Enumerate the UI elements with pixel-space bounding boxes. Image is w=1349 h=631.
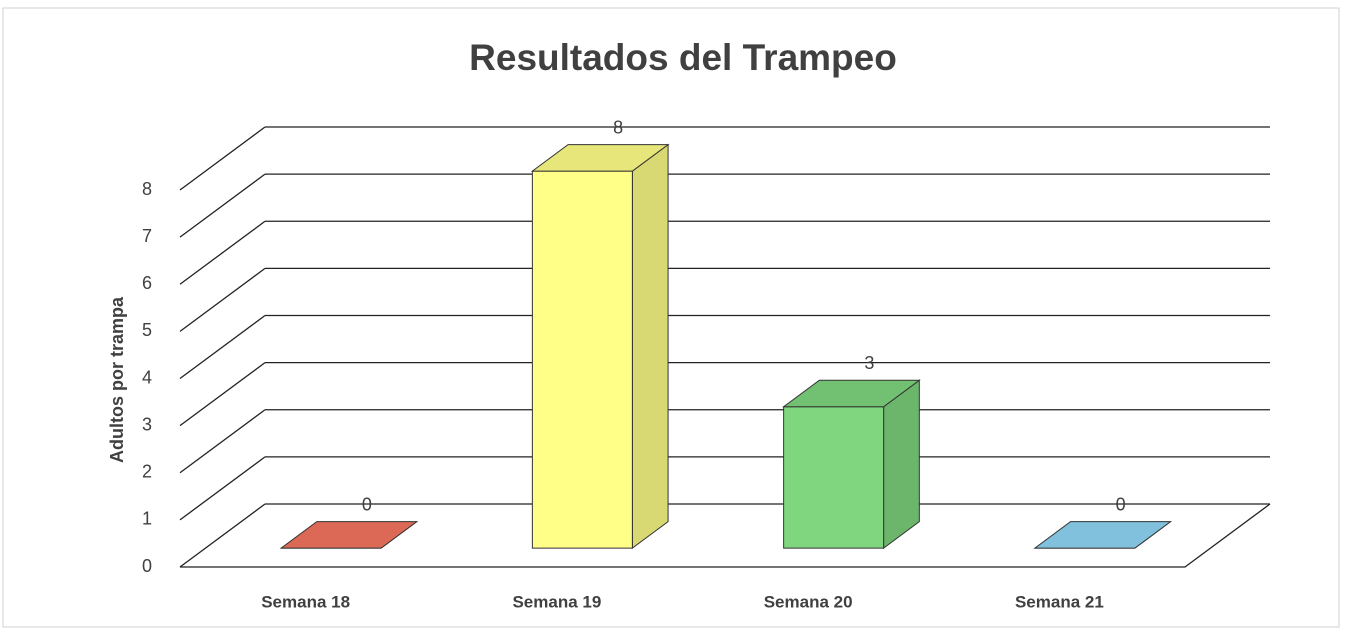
side-grid-line bbox=[179, 362, 266, 427]
y-tick-label: 5 bbox=[142, 320, 152, 340]
x-tick-label: Semana 21 bbox=[1015, 592, 1104, 611]
data-label: 0 bbox=[362, 494, 372, 514]
y-tick-label: 0 bbox=[142, 556, 152, 576]
x-tick-label: Semana 19 bbox=[512, 592, 601, 611]
bar-front bbox=[783, 406, 885, 549]
bar bbox=[782, 379, 921, 550]
bar-top bbox=[530, 144, 670, 172]
side-grid-line bbox=[179, 220, 266, 285]
bar-side bbox=[883, 379, 920, 550]
chart-title: Resultados del Trampeo bbox=[469, 37, 897, 78]
bar bbox=[279, 521, 419, 549]
floor-edge bbox=[180, 503, 1271, 568]
side-grid-line bbox=[179, 173, 266, 238]
data-label: 8 bbox=[613, 117, 623, 137]
side-grid-line bbox=[179, 314, 266, 380]
side-grid-line bbox=[179, 503, 266, 568]
side-grid-line bbox=[179, 456, 266, 521]
data-label: 0 bbox=[1116, 494, 1126, 514]
y-tick-label: 3 bbox=[142, 414, 152, 434]
y-axis-label: Adultos por trampa bbox=[107, 296, 127, 463]
bar bbox=[530, 143, 670, 550]
bar-top bbox=[1033, 521, 1173, 549]
y-tick-label: 7 bbox=[142, 226, 152, 246]
bar bbox=[1033, 521, 1173, 549]
bar-top bbox=[782, 379, 921, 408]
data-label: 3 bbox=[864, 353, 874, 373]
side-grid-line bbox=[179, 267, 266, 332]
side-grid-line bbox=[179, 126, 266, 191]
side-grid-line bbox=[179, 409, 266, 474]
bar-side bbox=[631, 143, 669, 550]
y-tick-label: 1 bbox=[142, 509, 152, 529]
x-tick-label: Semana 20 bbox=[764, 592, 853, 611]
y-tick-label: 8 bbox=[142, 179, 152, 199]
y-tick-label: 6 bbox=[142, 273, 152, 293]
bar-front bbox=[531, 170, 633, 549]
bar-top bbox=[279, 521, 419, 549]
x-tick-label: Semana 18 bbox=[261, 592, 350, 611]
y-tick-label: 4 bbox=[142, 367, 152, 387]
y-tick-label: 2 bbox=[142, 462, 152, 482]
